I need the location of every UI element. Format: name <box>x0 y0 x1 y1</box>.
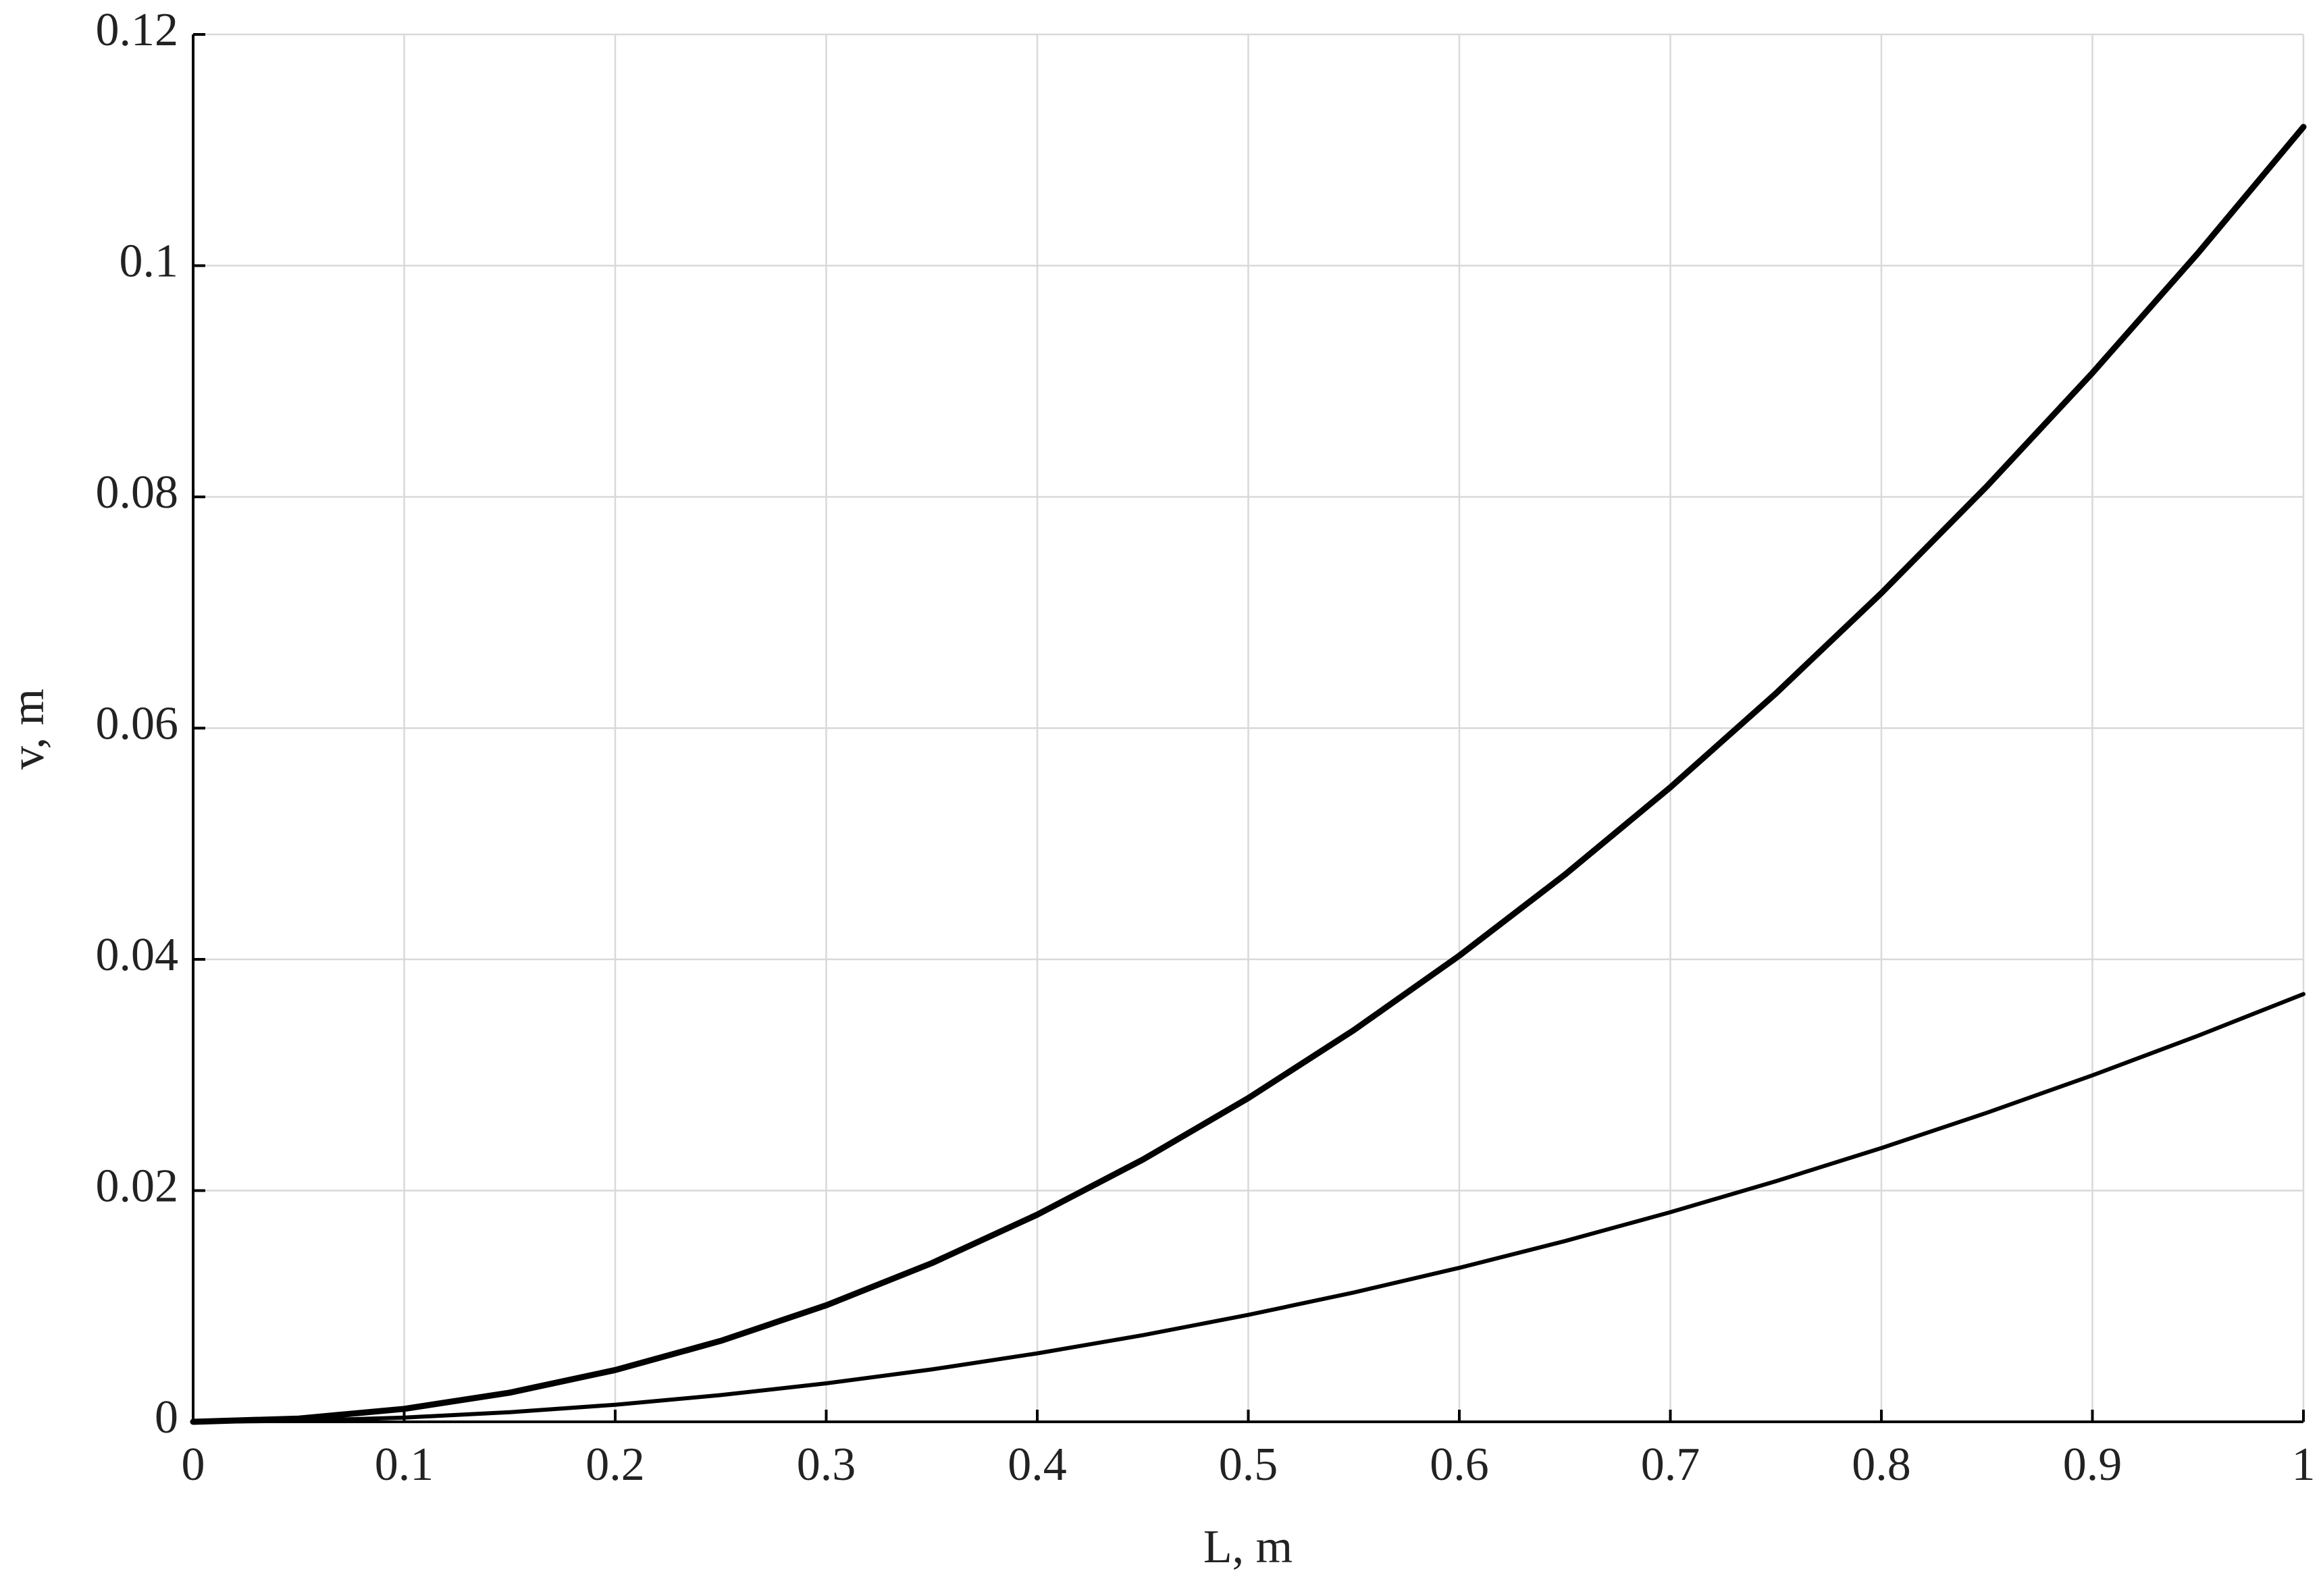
x-tick-label: 0.1 <box>375 1439 434 1491</box>
x-tick-label: 0.5 <box>1219 1439 1278 1491</box>
x-axis-label: L, m <box>1203 1521 1293 1573</box>
y-tick-label: 0.06 <box>96 698 179 750</box>
series-line <box>190 124 2307 1425</box>
x-tick-label: 0.7 <box>1641 1439 1700 1491</box>
y-axis-label: v, m <box>2 689 54 770</box>
x-tick-label: 0.6 <box>1430 1439 1489 1491</box>
x-tick-label: 0.8 <box>1852 1439 1911 1491</box>
series-line <box>191 992 2305 1424</box>
x-tick-label: 0.4 <box>1008 1439 1067 1491</box>
y-tick-label: 0.08 <box>96 467 179 518</box>
x-tick-label: 0.2 <box>585 1439 645 1491</box>
x-tick-label: 1 <box>2292 1439 2316 1491</box>
x-tick-label: 0.3 <box>797 1439 856 1491</box>
x-tick-label: 0.9 <box>2063 1439 2122 1491</box>
y-tick-label: 0 <box>155 1391 178 1443</box>
x-tick-label: 0 <box>182 1439 205 1491</box>
y-tick-label: 0.04 <box>96 929 179 981</box>
y-tick-label: 0.02 <box>96 1161 179 1213</box>
y-tick-label: 0.12 <box>96 4 179 56</box>
y-tick-label: 0.1 <box>120 236 179 288</box>
